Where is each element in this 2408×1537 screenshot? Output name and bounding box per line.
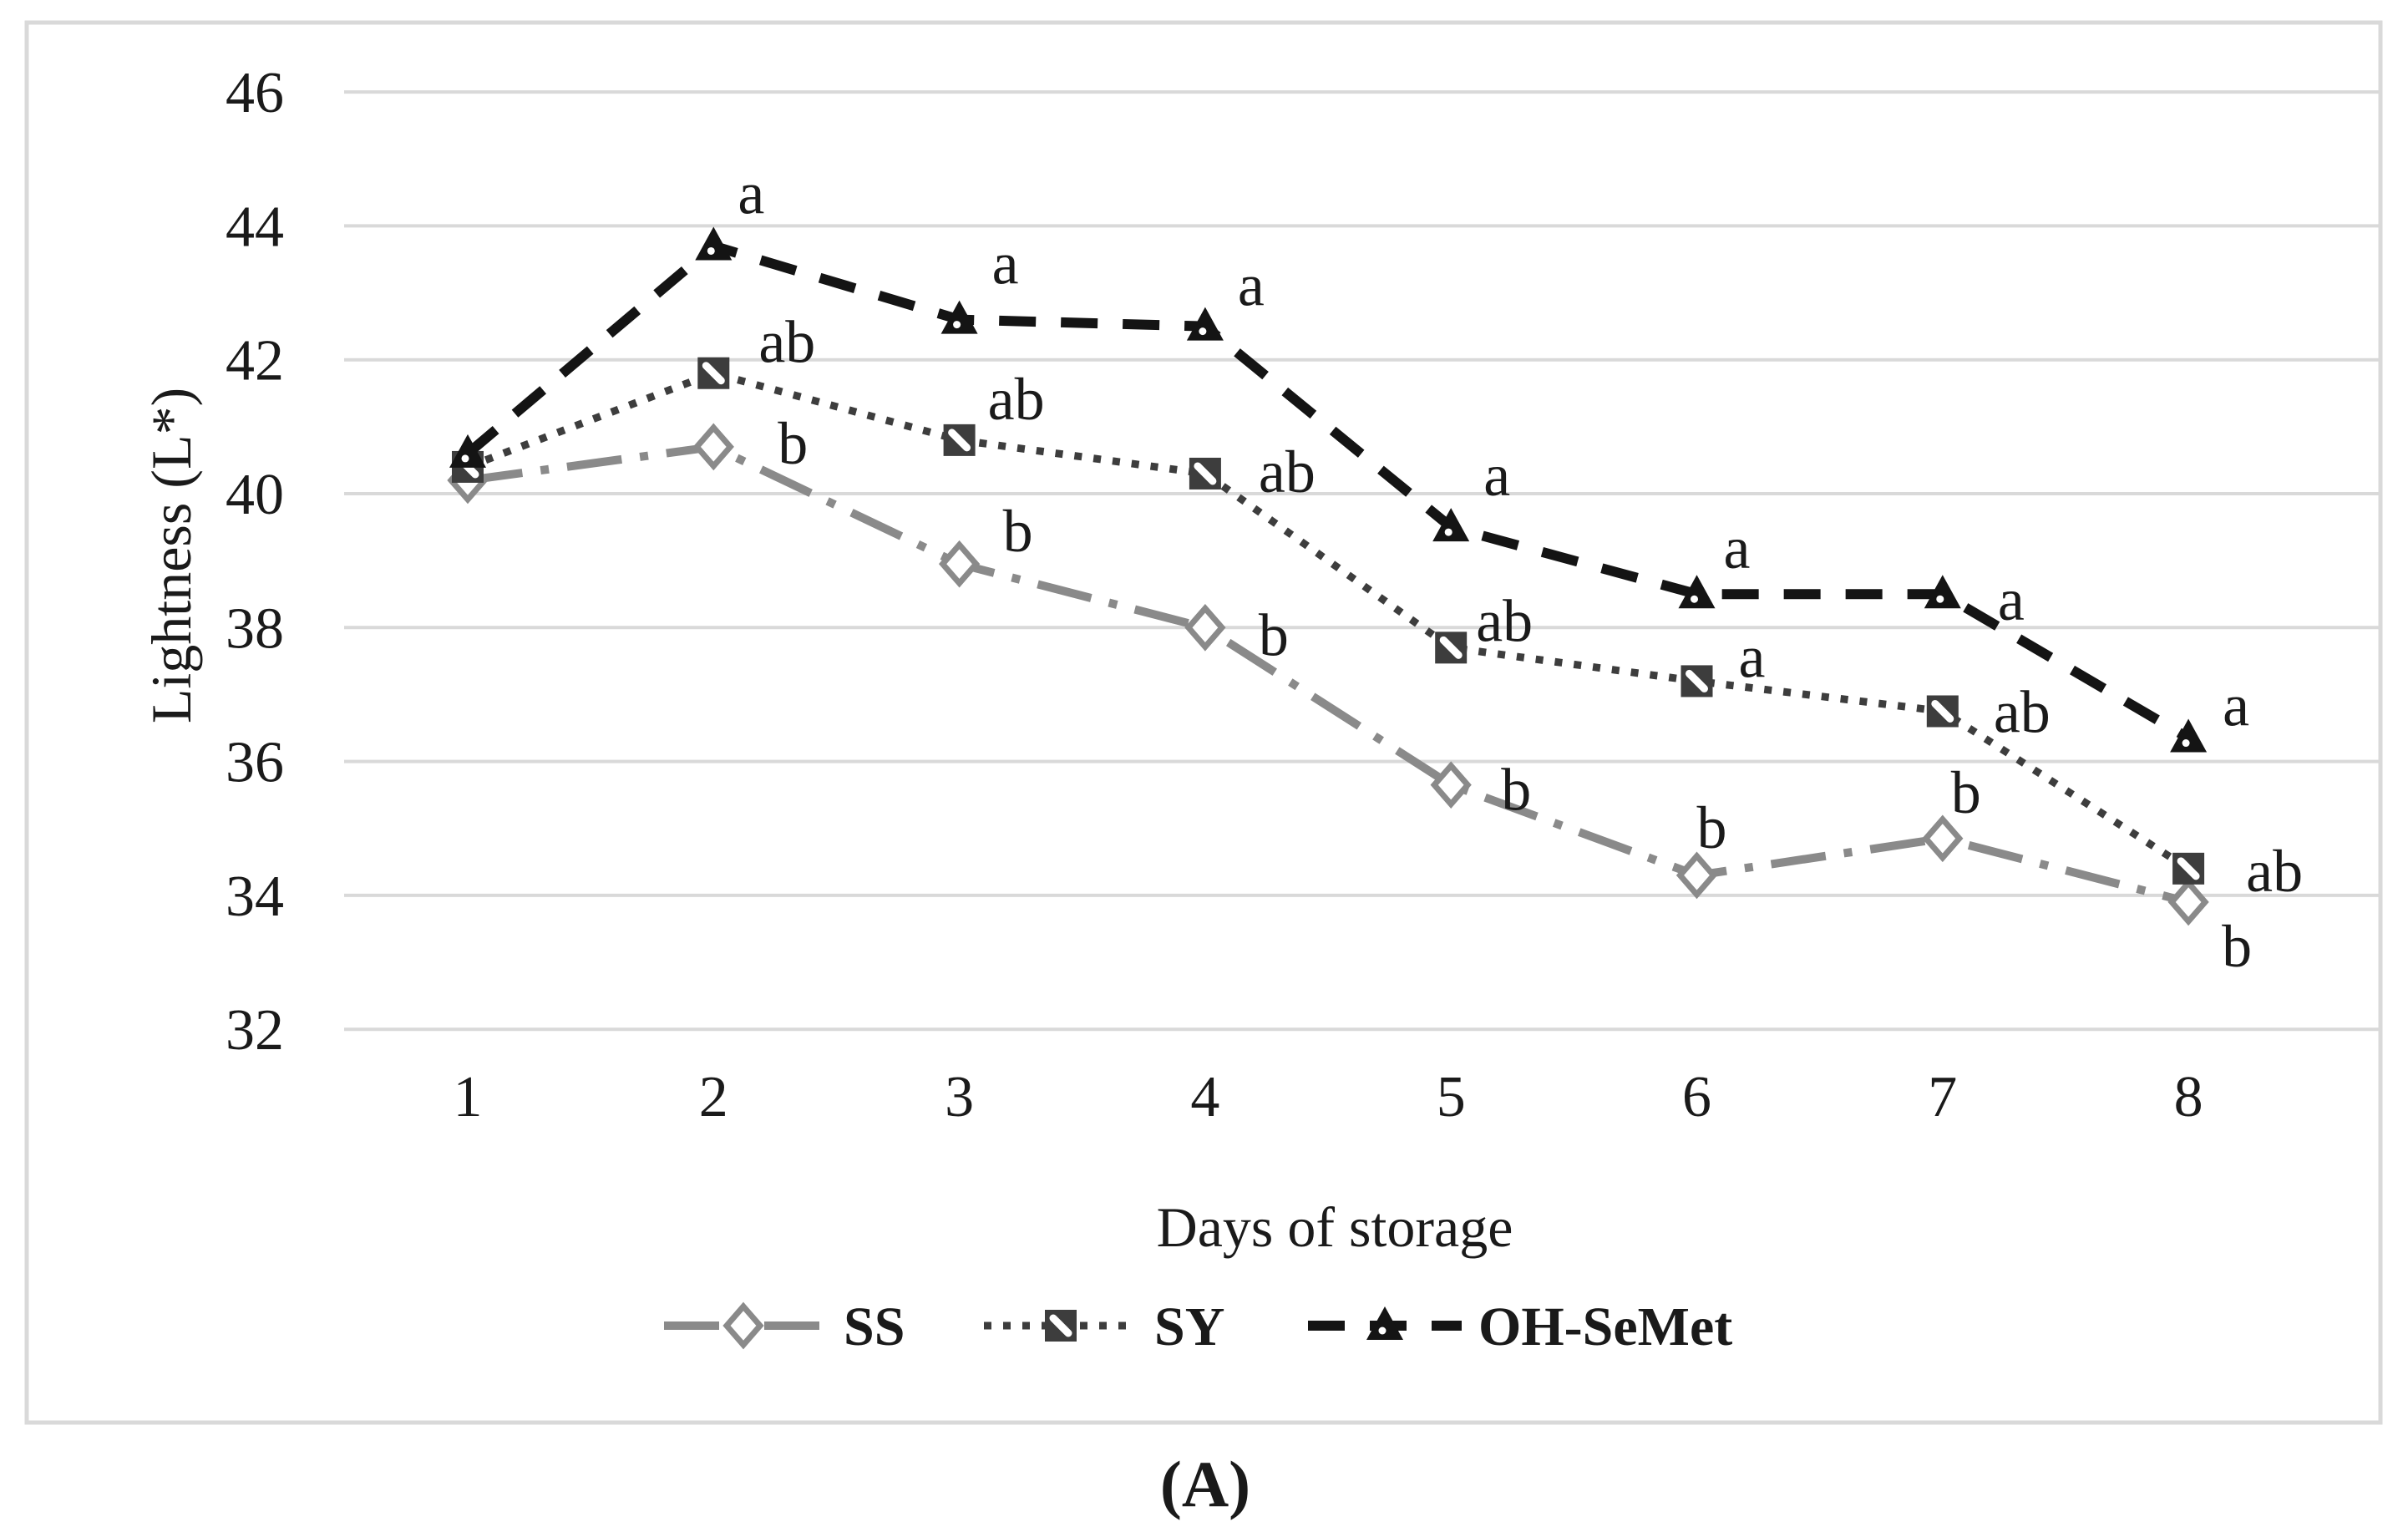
y-axis-title: Lightness (L*) <box>139 388 203 723</box>
triangle-marker-speckle <box>1444 528 1452 536</box>
series-line <box>467 442 2190 906</box>
y-tick-label: 34 <box>226 865 284 929</box>
legend-item-SS: SS <box>664 1296 905 1357</box>
significance-letter: ab <box>1259 439 1316 505</box>
square-marker-hatch <box>2177 857 2200 880</box>
triangle-marker-speckle <box>2182 739 2190 748</box>
significance-letter: a <box>2223 672 2249 739</box>
triangle-marker-speckle <box>953 321 961 329</box>
triangle-marker <box>1924 575 1961 609</box>
triangle-marker-speckle <box>1378 1326 1387 1335</box>
triangle-marker-speckle <box>1199 327 1207 336</box>
series-line <box>466 369 2191 872</box>
legend-label: SY <box>1154 1296 1224 1357</box>
legend-label: SS <box>844 1296 905 1357</box>
diamond-marker <box>1430 761 1472 809</box>
square-marker-hatch <box>1194 462 1217 485</box>
diamond-marker <box>722 1301 764 1350</box>
y-axis-tick-labels: 46 44 42 40 38 36 34 32 <box>226 61 284 1063</box>
figure-caption: (A) <box>1160 1448 1250 1520</box>
square-marker-hatch <box>1049 1314 1072 1337</box>
x-tick-label: 8 <box>2174 1065 2203 1129</box>
significance-letter: a <box>1238 252 1265 319</box>
y-tick-label: 36 <box>226 731 284 795</box>
gridlines <box>344 90 2379 1032</box>
square-marker-hatch <box>1931 699 1954 723</box>
square-marker-hatch <box>1439 636 1463 659</box>
legend-item-OH-SeMet: OH-SeMet <box>1308 1296 1732 1357</box>
triangle-marker-speckle <box>1936 595 1944 603</box>
y-tick-label: 46 <box>226 61 284 125</box>
x-axis-tick-labels: 1 2 3 4 5 6 7 8 <box>454 1065 2203 1129</box>
significance-letter: a <box>1739 623 1766 690</box>
series-line <box>464 240 2192 743</box>
y-tick-label: 44 <box>226 195 284 259</box>
square-marker-hatch <box>702 362 725 385</box>
square-marker-hatch <box>1686 669 1708 692</box>
triangle-marker <box>940 300 978 334</box>
significance-letter: ab <box>758 309 815 376</box>
x-tick-label: 2 <box>699 1065 728 1129</box>
triangle-marker <box>1678 575 1716 609</box>
triangle-marker-speckle <box>707 246 715 255</box>
significance-letter: b <box>1003 498 1033 565</box>
square-marker-hatch <box>948 429 971 452</box>
significance-letter: ab <box>988 366 1045 433</box>
data-series <box>447 226 2209 926</box>
significance-letter: b <box>1501 757 1531 824</box>
triangle-marker <box>695 226 733 261</box>
diamond-marker <box>692 423 734 471</box>
legend: SS SY OH-SeMet <box>664 1296 1732 1357</box>
x-tick-label: 3 <box>945 1065 974 1129</box>
triangle-marker <box>1432 508 1470 542</box>
triangle-marker <box>449 434 486 468</box>
diamond-marker <box>938 540 981 588</box>
significance-letter: ab <box>1994 678 2051 745</box>
significance-letter: a <box>1998 566 2025 633</box>
significance-letter: a <box>1483 442 1510 509</box>
x-tick-label: 5 <box>1437 1065 1466 1129</box>
x-tick-label: 4 <box>1190 1065 1219 1129</box>
x-tick-label: 1 <box>454 1065 483 1129</box>
series-OH-SeMet <box>449 226 2208 753</box>
x-tick-label: 6 <box>1682 1065 1711 1129</box>
diamond-marker <box>2167 878 2209 926</box>
triangle-marker <box>1186 307 1224 341</box>
significance-letter: ab <box>1476 587 1533 654</box>
x-axis-title: Days of storage <box>1157 1195 1513 1259</box>
significance-letter: b <box>778 410 808 477</box>
chart-border <box>24 20 2383 1425</box>
legend-label: OH-SeMet <box>1478 1296 1732 1357</box>
significance-letter: b <box>1259 601 1289 668</box>
y-tick-label: 38 <box>226 596 284 661</box>
significance-letter: b <box>1697 794 1727 861</box>
series-SS <box>447 423 2209 926</box>
significance-letter: ab <box>2246 838 2303 905</box>
triangle-marker <box>1366 1306 1403 1340</box>
legend-item-SY: SY <box>984 1296 1224 1357</box>
x-tick-label: 7 <box>1928 1065 1957 1129</box>
y-tick-label: 42 <box>226 329 284 393</box>
diamond-marker <box>1184 603 1226 652</box>
significance-letter: b <box>2222 913 2252 980</box>
triangle-marker <box>2170 718 2208 753</box>
triangle-marker-speckle <box>461 454 469 463</box>
triangle-marker-speckle <box>1691 595 1698 603</box>
y-tick-label: 40 <box>226 463 284 527</box>
significance-letter: b <box>1951 759 1981 826</box>
diamond-marker <box>1675 851 1718 900</box>
diamond-marker <box>1922 814 1964 863</box>
significance-letter: a <box>738 160 764 226</box>
y-tick-label: 32 <box>226 998 284 1063</box>
significance-letter: a <box>1724 515 1751 581</box>
significance-letter: a <box>992 231 1019 297</box>
